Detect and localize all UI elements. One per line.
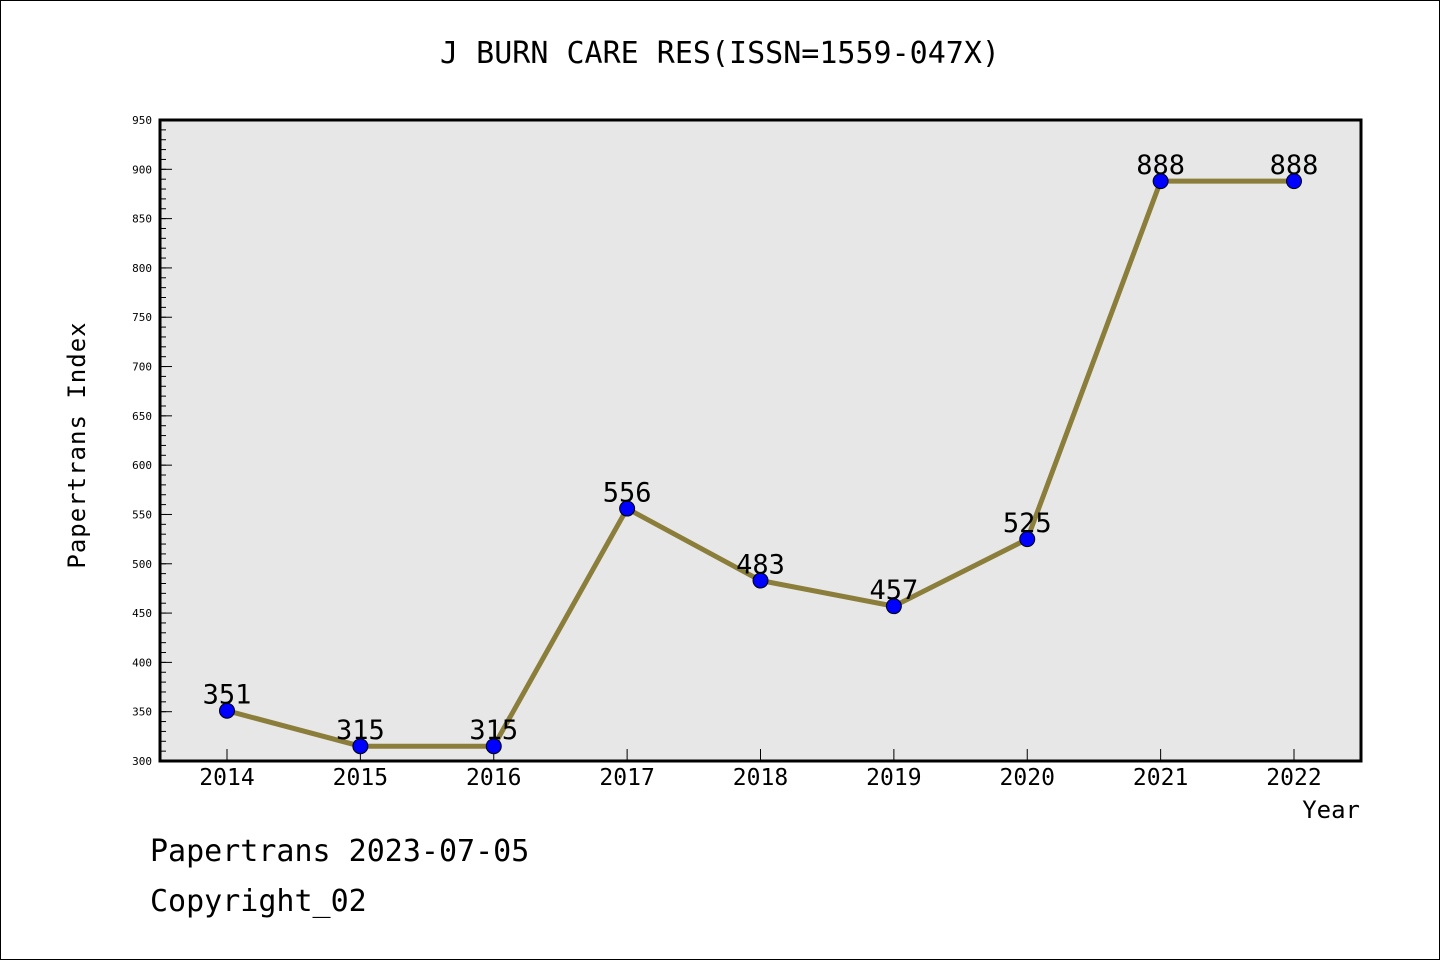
y-tick-label: 900 [132,163,152,176]
data-label: 888 [1136,150,1185,181]
data-label: 888 [1270,150,1319,181]
data-point [485,738,502,755]
data-point [619,500,636,517]
data-label: 315 [336,715,385,746]
x-tick-label: 2014 [199,765,254,791]
y-tick-label: 700 [132,361,152,374]
data-label: 556 [603,478,652,509]
y-tick-label: 750 [132,311,152,324]
data-point [219,702,235,719]
y-tick-label: 650 [132,410,152,423]
x-tick-label: 2022 [1266,765,1321,791]
x-tick-label: 2015 [333,765,388,791]
y-tick-label: 500 [132,558,152,571]
y-tick-label: 850 [132,213,152,226]
y-tick-label: 300 [132,755,152,768]
data-point [352,738,369,755]
data-point [1152,173,1169,190]
data-label: 457 [869,575,918,606]
y-tick-label: 400 [132,656,152,669]
plot-area [160,120,1361,761]
y-tick-label: 950 [132,114,152,127]
data-point [752,572,769,589]
data-label: 351 [203,680,252,711]
data-point [1286,173,1302,190]
data-label: 483 [736,550,785,581]
y-tick-label: 450 [132,607,152,620]
data-point [1019,531,1036,548]
footer-copyright: Copyright_02 [150,884,367,919]
x-tick-label: 2020 [1000,765,1055,791]
x-tick-label: 2019 [866,765,921,791]
x-tick-label: 2018 [733,765,788,791]
data-point [885,598,902,615]
x-tick-label: 2017 [599,765,654,791]
plot-border [158,118,1363,763]
data-label: 315 [469,715,518,746]
y-tick-label: 350 [132,706,152,719]
x-axis-title: Year [1302,796,1360,824]
y-tick-label: 600 [132,459,152,472]
x-tick-label: 2021 [1133,765,1188,791]
x-tick-label: 2016 [466,765,521,791]
data-label: 525 [1003,508,1052,539]
chart-title: J BURN CARE RES(ISSN=1559-047X) [440,36,1000,71]
y-tick-label: 550 [132,508,152,521]
footer-date: Papertrans 2023-07-05 [150,834,530,869]
y-tick-label: 800 [132,262,152,275]
